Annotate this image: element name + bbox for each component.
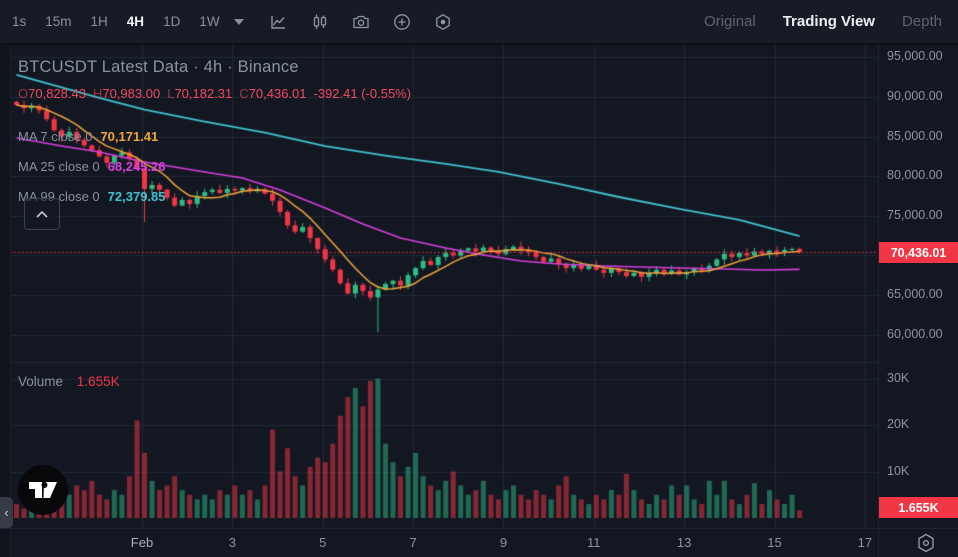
ma-legend-row[interactable]: MA 25 close 0 68,245.26	[18, 159, 166, 174]
timeframe-1w[interactable]: 1W	[199, 14, 220, 29]
camera-snapshot-icon[interactable]	[352, 13, 370, 31]
close-label: C	[239, 86, 249, 101]
time-axis[interactable]	[0, 528, 958, 557]
timeframe-4h[interactable]: 4H	[126, 14, 145, 29]
ma-row-value: 72,379.85	[107, 189, 166, 204]
add-indicator-icon[interactable]	[393, 13, 411, 31]
ma-row-label: MA 25 close 0	[18, 159, 100, 174]
price-tick-label: 65,000.00	[887, 287, 943, 302]
timeframe-1h[interactable]: 1H	[90, 14, 108, 29]
low-value: 70,182.31	[174, 86, 233, 101]
timeframe-15m[interactable]: 15m	[45, 14, 72, 29]
view-tab-original[interactable]: Original	[704, 13, 756, 30]
tradingview-logo[interactable]	[17, 464, 69, 516]
time-tick-label: 13	[676, 535, 692, 550]
close-value: 70,436.01	[248, 86, 307, 101]
price-tick-label: 80,000.00	[887, 168, 943, 183]
volume-legend: Volume 1.655K	[18, 374, 120, 389]
ma-legend-row[interactable]: MA 7 close 0 70,171.41	[18, 129, 158, 144]
open-label: O	[18, 86, 29, 101]
time-tick-label: Feb	[130, 535, 154, 550]
view-tab-group: Original Trading View Depth	[704, 13, 958, 30]
time-tick-label: 15	[767, 535, 782, 550]
low-label: L	[167, 86, 175, 101]
left-panel-strip	[0, 45, 11, 557]
view-tab-trading-view[interactable]: Trading View	[782, 13, 875, 30]
timeframe-dropdown-caret-icon[interactable]	[233, 18, 244, 25]
chart-settings-icon[interactable]	[434, 13, 452, 31]
toolbar-icon-group	[270, 13, 452, 31]
price-tick-label: 75,000.00	[887, 207, 943, 222]
time-tick-label: 17	[857, 535, 873, 550]
price-tick-label: 90,000.00	[887, 89, 943, 104]
ma-row-value: 68,245.26	[107, 159, 166, 174]
time-tick-label: 7	[409, 535, 417, 550]
price-tick-label: 60,000.00	[887, 326, 943, 341]
time-tick-label: 11	[587, 535, 601, 550]
volume-label[interactable]: Volume	[18, 374, 64, 389]
line-chart-icon[interactable]	[270, 13, 288, 31]
current-volume-badge: 1.655K	[879, 497, 958, 518]
time-tick-label: 5	[319, 535, 327, 550]
volume-tick-label: 30K	[887, 370, 910, 385]
volume-tick-label: 20K	[887, 417, 910, 431]
chart-legend: BTCUSDT Latest Data · 4h · Binance O70,8…	[18, 58, 411, 204]
collapse-pane-button[interactable]	[24, 198, 60, 230]
current-price-badge: 70,436.01	[879, 242, 958, 263]
ma-row-label: MA 7 close 0	[18, 129, 93, 144]
time-axis-settings-icon[interactable]	[913, 530, 939, 556]
symbol-title[interactable]: BTCUSDT Latest Data · 4h · Binance	[18, 58, 299, 76]
timeframe-1d[interactable]: 1D	[163, 14, 181, 29]
ohlc-readout: O70,828.43 H70,983.00 L70,182.31 C70,436.01…	[18, 86, 411, 101]
ma-row-value: 70,171.41	[100, 129, 159, 144]
volume-value: 1.655K	[76, 374, 120, 389]
volume-tick-label: 10K	[887, 463, 910, 478]
left-panel-expand-tab[interactable]: ‹	[0, 497, 13, 528]
top-toolbar: 1s 15m 1H 4H 1D 1W Original Tr	[0, 0, 958, 45]
high-value: 70,983.00	[102, 86, 161, 101]
high-label: H	[92, 86, 103, 101]
view-tab-depth[interactable]: Depth	[901, 13, 942, 30]
price-axis[interactable]	[878, 45, 958, 557]
change-value: -392.41 (-0.55%)	[313, 86, 412, 101]
timeframe-group: 1s 15m 1H 4H 1D 1W	[0, 14, 220, 29]
price-tick-label: 95,000.00	[887, 49, 943, 64]
price-tick-label: 85,000.00	[887, 128, 943, 143]
candlestick-style-icon[interactable]	[311, 13, 329, 31]
open-value: 70,828.43	[28, 86, 86, 101]
timeframe-1s[interactable]: 1s	[12, 14, 27, 29]
time-tick-label: 3	[228, 535, 236, 550]
time-tick-label: 9	[499, 535, 508, 550]
